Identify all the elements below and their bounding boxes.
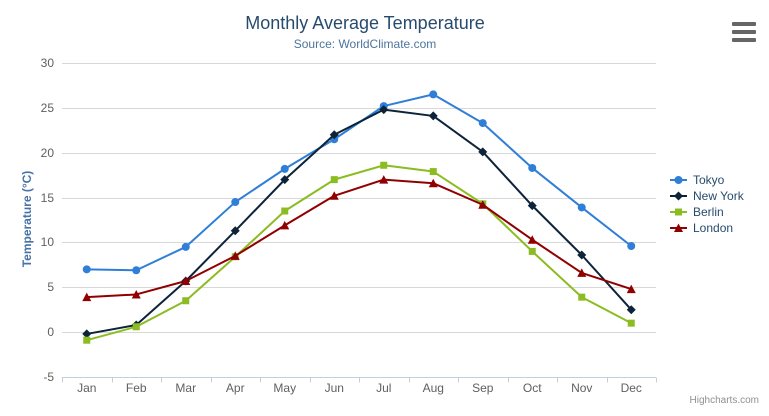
legend-symbol-marker [674,191,683,201]
data-point-berlin-jan[interactable] [83,336,91,344]
y-axis-label: 20 [40,145,54,160]
data-point-london-feb[interactable] [131,289,141,299]
y-axis-label: 25 [40,100,54,115]
y-axis-label: 0 [47,325,54,340]
data-point-tokyo-sep[interactable] [478,119,487,128]
series-line-new-york[interactable] [86,108,632,335]
data-point-london-apr[interactable] [230,251,240,260]
data-point-new-york-sep[interactable] [478,147,488,157]
data-point-tokyo-oct[interactable] [528,163,537,172]
legend-item-berlin[interactable]: Berlin [670,204,744,220]
legend-item-new-york[interactable]: New York [670,188,744,204]
data-point-london-jul[interactable] [379,175,389,184]
y-axis-label: 15 [40,190,54,205]
data-point-berlin-jun[interactable] [330,176,338,184]
data-point-london-sep[interactable] [478,200,488,209]
x-axis-label-dec: Dec [620,381,642,395]
legend-label: New York [693,189,744,203]
triangle-marker-icon [670,223,687,232]
data-point-london-may[interactable] [280,220,290,230]
data-point-berlin-may[interactable] [281,207,289,215]
data-point-london-oct[interactable] [527,235,537,244]
legend-item-london[interactable]: London [670,220,744,236]
data-point-new-york-aug[interactable] [428,111,438,121]
y-axis-label: 30 [40,56,54,70]
data-point-new-york-dec[interactable] [626,305,636,315]
legend-symbol-marker [674,176,683,184]
data-point-london-jun[interactable] [329,191,339,200]
export-menu-button[interactable] [732,21,757,42]
data-point-berlin-oct[interactable] [528,247,536,255]
x-axis-label-may: May [273,381,297,395]
x-axis-label-jul: Jul [376,381,392,395]
data-point-tokyo-feb[interactable] [132,266,141,275]
data-point-berlin-nov[interactable] [578,293,586,301]
data-point-new-york-jan[interactable] [82,329,92,339]
x-axis-label-jan: Jan [77,381,97,395]
x-axis-label-aug: Aug [422,381,444,395]
chart-subtitle: Source: WorldClimate.com [293,37,437,51]
data-point-tokyo-may[interactable] [280,164,289,173]
data-point-tokyo-mar[interactable] [181,242,190,251]
data-point-tokyo-jan[interactable] [82,265,91,274]
legend-item-tokyo[interactable]: Tokyo [670,172,744,188]
circle-marker-icon [670,176,687,184]
legend-symbol-marker [675,208,682,216]
legend-symbol-marker [674,223,683,232]
legend-label: Tokyo [693,173,725,187]
data-point-new-york-apr[interactable] [230,226,240,236]
legend: Tokyo New York Berlin London [670,172,744,236]
data-point-london-nov[interactable] [577,268,587,277]
x-axis-label-jun: Jun [324,381,344,395]
y-axis-label: -5 [43,370,54,384]
data-point-london-jan[interactable] [82,292,92,302]
data-point-tokyo-apr[interactable] [231,198,240,207]
data-point-tokyo-nov[interactable] [577,203,586,212]
data-point-berlin-dec[interactable] [627,319,635,327]
data-point-berlin-aug[interactable] [429,168,437,176]
x-axis-label-mar: Mar [175,381,197,395]
data-point-berlin-feb[interactable] [132,323,140,331]
data-point-berlin-jul[interactable] [380,161,388,169]
x-axis-label-sep: Sep [472,381,494,395]
x-axis-label-apr: Apr [225,381,245,395]
data-point-berlin-mar[interactable] [182,297,190,305]
series-line-tokyo[interactable] [86,93,632,272]
data-point-tokyo-dec[interactable] [627,242,636,251]
y-axis-label: 10 [40,235,54,250]
legend-label: London [693,221,734,235]
series-line-london[interactable] [86,178,632,299]
data-point-london-mar[interactable] [181,276,191,286]
x-axis-label-nov: Nov [571,381,593,395]
data-point-new-york-may[interactable] [280,175,290,185]
data-point-new-york-jun[interactable] [329,130,339,140]
hamburger-icon [732,21,757,42]
data-point-london-dec[interactable] [626,284,636,294]
data-point-new-york-oct[interactable] [527,201,537,211]
x-axis-label-feb: Feb [125,381,147,395]
credits-link[interactable]: Highcharts.com [689,395,759,406]
x-axis-label-oct: Oct [522,381,542,395]
chart-title: Monthly Average Temperature [245,13,485,33]
square-marker-icon [670,208,687,216]
y-axis-label: 5 [47,280,54,295]
data-point-london-aug[interactable] [428,178,438,188]
legend-label: Berlin [693,205,724,219]
diamond-marker-icon [670,191,687,201]
data-point-new-york-nov[interactable] [577,250,587,260]
data-point-tokyo-aug[interactable] [429,90,438,99]
series-line-berlin[interactable] [86,164,632,342]
data-point-new-york-jul[interactable] [379,105,389,115]
